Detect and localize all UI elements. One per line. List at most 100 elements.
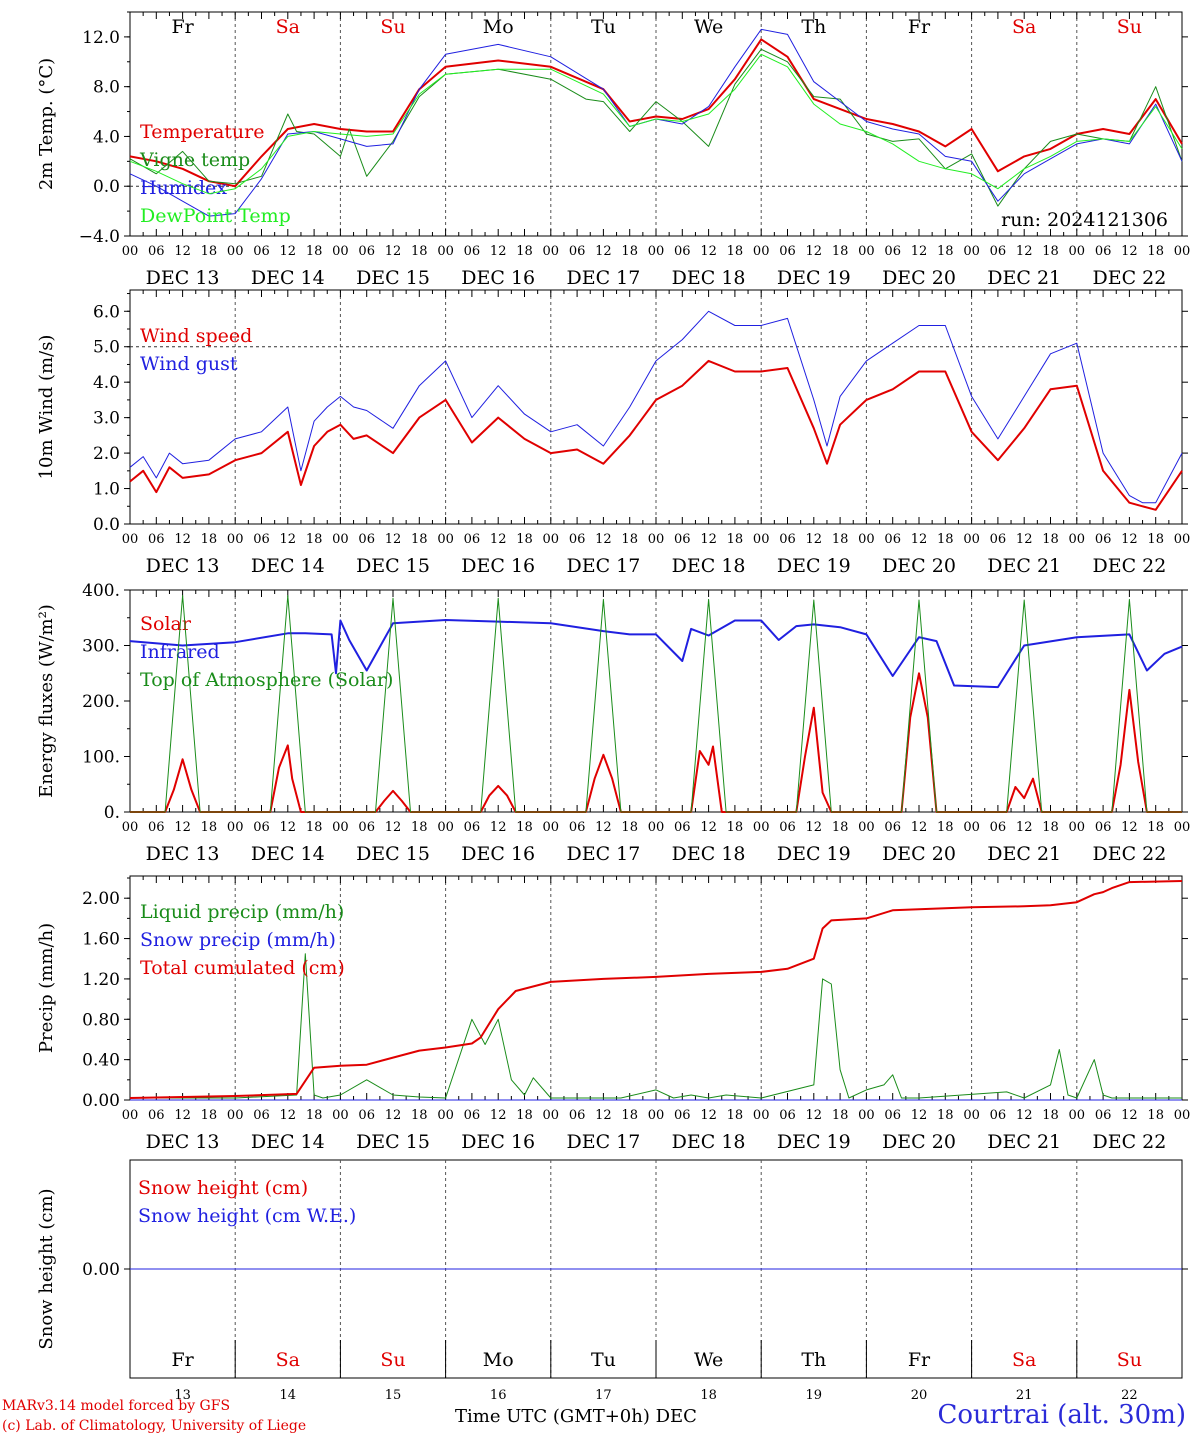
- legend-entry: DewPoint Temp: [140, 205, 291, 227]
- series-line-temperature: [129, 38, 1183, 188]
- x-hour-label: 00: [122, 820, 139, 835]
- x-hour-label: 06: [148, 1108, 165, 1123]
- y-axis-label: Energy fluxes (W/m²): [36, 604, 57, 798]
- x-hour-label: 18: [832, 532, 849, 547]
- x-hour-label: 18: [306, 532, 323, 547]
- x-date-label: DEC 20: [882, 267, 956, 289]
- bottom-day-number: 21: [1016, 1388, 1033, 1403]
- x-date-label: DEC 22: [1092, 1131, 1166, 1153]
- x-hour-label: 12: [385, 244, 402, 259]
- y-tick-label: 6.0: [93, 302, 120, 322]
- series-line-infrared: [129, 619, 1183, 689]
- x-hour-label: 18: [937, 1108, 954, 1123]
- x-hour-label: 06: [674, 244, 691, 259]
- x-hour-label: 00: [332, 244, 349, 259]
- x-hour-label: 00: [858, 1108, 875, 1123]
- y-tick-label: 0.40: [82, 1051, 120, 1071]
- x-hour-label: 06: [674, 532, 691, 547]
- bottom-dow-label: We: [694, 1349, 723, 1371]
- x-hour-label: 00: [122, 244, 139, 259]
- x-hour-label: 18: [1147, 244, 1164, 259]
- series-line-humidex: [129, 28, 1183, 217]
- x-date-label: DEC 19: [777, 267, 851, 289]
- x-date-label: DEC 17: [566, 843, 640, 865]
- y-tick-label: 1.0: [93, 480, 120, 500]
- legend-entry: Wind speed: [140, 325, 252, 347]
- x-date-label: DEC 20: [882, 1131, 956, 1153]
- x-hour-label: 18: [516, 532, 533, 547]
- x-hour-label: 12: [174, 1108, 191, 1123]
- y-tick-label: 2.0: [93, 444, 120, 464]
- x-hour-label: 06: [674, 1108, 691, 1123]
- legend-entry: Top of Atmosphere (Solar): [140, 669, 393, 691]
- y-tick-label: 4.0: [93, 373, 120, 393]
- x-hour-label: 12: [1016, 820, 1033, 835]
- x-hour-label: 00: [753, 1108, 770, 1123]
- x-hour-label: 12: [700, 820, 717, 835]
- x-date-label: DEC 15: [356, 267, 430, 289]
- x-hour-label: 18: [1147, 820, 1164, 835]
- x-hour-label: 00: [332, 1108, 349, 1123]
- x-date-label: DEC 16: [461, 843, 535, 865]
- x-axis-title: Time UTC (GMT+0h) DEC: [455, 1406, 697, 1427]
- x-hour-label: 18: [621, 1108, 638, 1123]
- bottom-day-number: 19: [806, 1388, 823, 1403]
- x-hour-label: 12: [280, 244, 297, 259]
- y-tick-label: 2.00: [82, 889, 120, 909]
- x-hour-label: 00: [1174, 1108, 1191, 1123]
- x-hour-label: 12: [595, 244, 612, 259]
- x-date-label: DEC 22: [1092, 555, 1166, 577]
- top-dow-label: Sa: [1012, 16, 1036, 38]
- x-hour-label: 18: [937, 244, 954, 259]
- y-tick-label: 300.: [82, 637, 120, 657]
- x-hour-label: 00: [543, 244, 560, 259]
- x-hour-label: 00: [1174, 532, 1191, 547]
- x-hour-label: 18: [1147, 1108, 1164, 1123]
- x-date-label: DEC 14: [251, 1131, 325, 1153]
- x-date-label: DEC 19: [777, 843, 851, 865]
- x-date-label: DEC 19: [777, 555, 851, 577]
- x-hour-label: 00: [1069, 1108, 1086, 1123]
- y-tick-label: 0.80: [82, 1010, 120, 1030]
- x-hour-label: 00: [543, 1108, 560, 1123]
- x-date-label: DEC 19: [777, 1131, 851, 1153]
- x-hour-label: 06: [358, 532, 375, 547]
- bottom-dow-label: Th: [801, 1349, 826, 1371]
- x-hour-label: 06: [990, 244, 1007, 259]
- x-date-label: DEC 15: [356, 555, 430, 577]
- bottom-day-number: 16: [490, 1388, 507, 1403]
- x-hour-label: 18: [411, 820, 428, 835]
- x-date-label: DEC 14: [251, 267, 325, 289]
- x-date-label: DEC 18: [672, 843, 746, 865]
- bottom-day-number: 13: [174, 1388, 191, 1403]
- x-hour-label: 12: [700, 244, 717, 259]
- x-hour-label: 18: [1042, 532, 1059, 547]
- x-hour-label: 18: [727, 532, 744, 547]
- legend-entry: Infrared: [140, 641, 220, 663]
- y-tick-label: −4.0: [79, 227, 120, 247]
- bottom-dow-label: Su: [1117, 1349, 1142, 1371]
- y-tick-label: 1.60: [82, 930, 120, 950]
- model-credit: MARv3.14 model forced by GFS: [2, 1398, 231, 1414]
- x-date-label: DEC 16: [461, 555, 535, 577]
- x-hour-label: 18: [306, 1108, 323, 1123]
- run-label: run: 2024121306: [1001, 209, 1168, 231]
- x-date-label: DEC 13: [146, 843, 220, 865]
- x-hour-label: 00: [1069, 532, 1086, 547]
- top-dow-label: Tu: [591, 16, 616, 38]
- x-date-label: DEC 14: [251, 843, 325, 865]
- x-hour-label: 12: [806, 244, 823, 259]
- x-hour-label: 00: [1174, 820, 1191, 835]
- x-hour-label: 12: [280, 820, 297, 835]
- y-tick-label: 1.20: [82, 970, 120, 990]
- x-hour-label: 00: [122, 1108, 139, 1123]
- legend-entry: Liquid precip (mm/h): [140, 901, 344, 923]
- x-hour-label: 00: [648, 1108, 665, 1123]
- y-axis-label: Precip (mm/h): [36, 923, 57, 1053]
- x-axis-month: DEC: [655, 1406, 697, 1427]
- x-hour-label: 18: [1042, 820, 1059, 835]
- bottom-day-number: 18: [700, 1388, 717, 1403]
- y-tick-label: 8.0: [93, 78, 120, 98]
- bottom-dow-label: Fr: [171, 1349, 194, 1371]
- bottom-dow-label: Fr: [908, 1349, 931, 1371]
